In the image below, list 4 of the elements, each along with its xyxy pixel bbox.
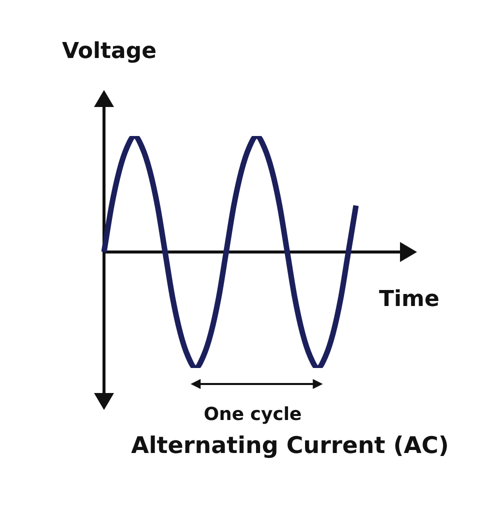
text: Alternating Current (AC) bbox=[131, 433, 449, 459]
text: One cycle bbox=[204, 404, 302, 425]
x-axis-title: Time bbox=[379, 287, 440, 312]
y-axis-title: Voltage bbox=[62, 39, 157, 64]
